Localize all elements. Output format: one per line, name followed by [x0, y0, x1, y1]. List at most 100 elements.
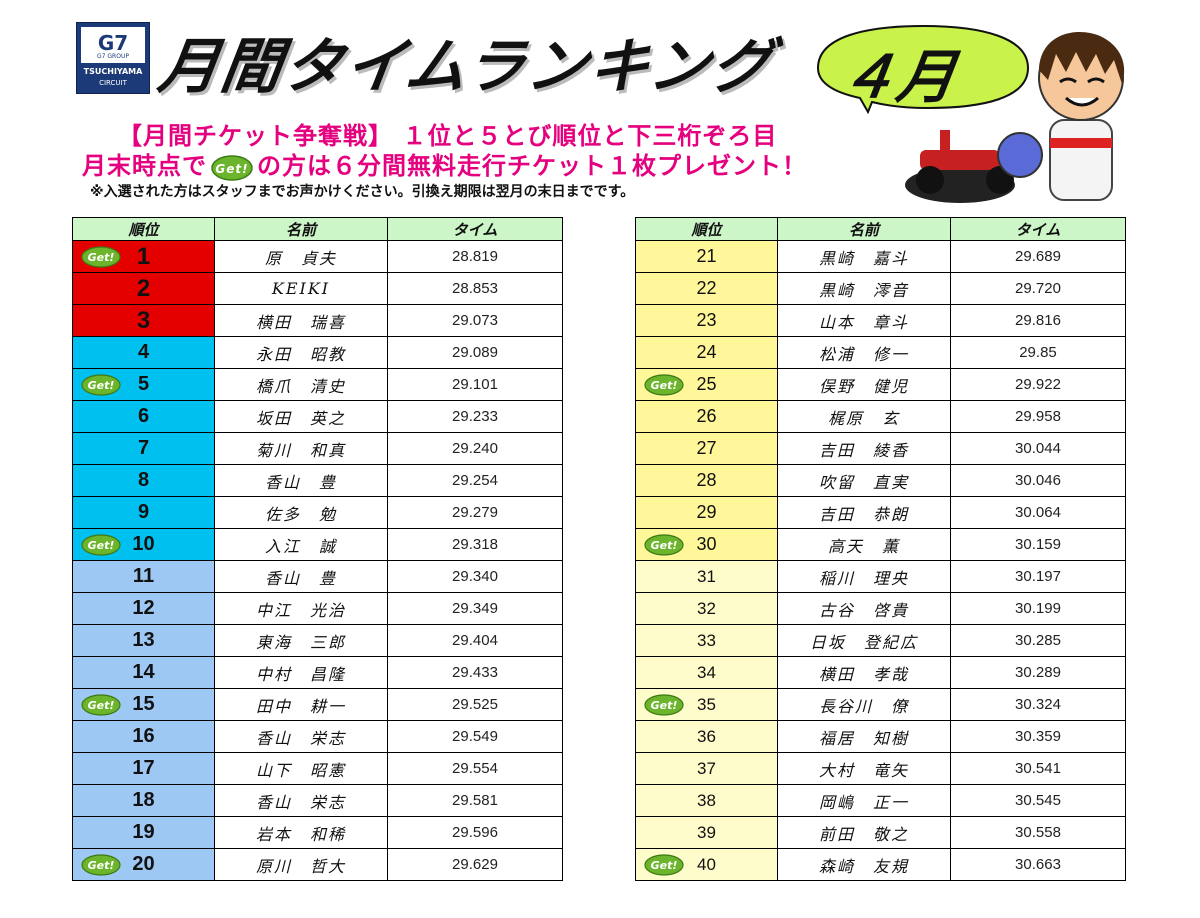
lap-time: 29.340	[387, 560, 563, 593]
lap-time: 29.101	[387, 368, 563, 401]
lap-time: 29.581	[387, 784, 563, 817]
lap-time: 30.359	[950, 720, 1126, 753]
rank-cell: 33	[635, 624, 778, 657]
table-row: 8 香山 豊 29.254	[72, 464, 563, 497]
lap-time: 29.433	[387, 656, 563, 689]
rank-number: 30	[696, 534, 717, 554]
rank-number: 24	[696, 342, 717, 362]
driver-name: 東海 三郎	[214, 624, 388, 657]
rank-number: 32	[697, 598, 716, 618]
announcement-line2-post: の方は６分間無料走行チケット１枚プレゼント！	[257, 151, 807, 180]
ranking-rows-left: Get! 1 原 貞夫 28.819 2 KEIKI 28.853 3 横田 瑞喜 29.073 4…	[72, 240, 563, 881]
table-row: 33 日坂 登紀広 30.285	[635, 624, 1126, 657]
table-row: 4 永田 昭教 29.089	[72, 336, 563, 369]
lap-time: 29.073	[387, 304, 563, 337]
announcement-line2: 月末時点で Get! の方は６分間無料走行チケット１枚プレゼント！	[82, 146, 807, 181]
get-badge-label: Get!	[88, 251, 115, 264]
lap-time: 29.349	[387, 592, 563, 625]
lap-time: 30.064	[950, 496, 1126, 529]
rank-number: 40	[697, 854, 716, 874]
rank-cell: 12	[72, 592, 215, 625]
driver-name: 中村 昌隆	[214, 656, 388, 689]
get-badge-icon: Get!	[81, 694, 121, 716]
rank-number: 4	[137, 341, 150, 363]
lap-time: 29.720	[950, 272, 1126, 305]
rank-number: 15	[132, 693, 155, 715]
rank-cell: 9	[72, 496, 215, 529]
table-row: 12 中江 光治 29.349	[72, 592, 563, 625]
header-name: 名前	[214, 217, 388, 241]
rank-cell: 22	[635, 272, 778, 305]
ranking-rows-right: 21 黒崎 嘉斗 29.689 22 黒崎 澪音 29.720 23 山本 章斗 29.816 2…	[635, 240, 1126, 881]
rank-cell: 6	[72, 400, 215, 433]
get-badge-label: Get!	[88, 699, 115, 712]
kart-driver-mascot-icon	[905, 32, 1125, 203]
rank-cell: Get! 1	[72, 240, 215, 273]
rank-cell: Get! 35	[635, 688, 778, 721]
rank-number: 1	[136, 242, 151, 270]
header-rank: 順位	[635, 217, 778, 241]
rank-number: 8	[137, 469, 150, 491]
rank-number: 7	[137, 437, 150, 459]
driver-name: 中江 光治	[214, 592, 388, 625]
lap-time: 29.85	[950, 336, 1126, 369]
driver-name: 香山 栄志	[214, 784, 388, 817]
get-badge-icon: Get!	[81, 246, 121, 268]
driver-name: 前田 敬之	[777, 816, 951, 849]
lap-time: 28.819	[387, 240, 563, 273]
rank-cell: Get! 5	[72, 368, 215, 401]
driver-name: KEIKI	[214, 272, 388, 305]
rank-cell: 8	[72, 464, 215, 497]
lap-time: 29.689	[950, 240, 1126, 273]
driver-name: 福居 知樹	[777, 720, 951, 753]
driver-name: 岡嶋 正一	[777, 784, 951, 817]
table-row: 32 古谷 啓貴 30.199	[635, 592, 1126, 625]
driver-name: 日坂 登紀広	[777, 624, 951, 657]
table-row: 13 東海 三郎 29.404	[72, 624, 563, 657]
lap-time: 30.199	[950, 592, 1126, 625]
rank-cell: 27	[635, 432, 778, 465]
rank-number: 2	[136, 274, 151, 302]
rank-number: 9	[137, 501, 150, 523]
lap-time: 29.089	[387, 336, 563, 369]
driver-name: 原 貞夫	[214, 240, 388, 273]
rank-cell: 4	[72, 336, 215, 369]
announcement-line1: 【月間チケット争奪戦】 １位と５とび順位と下三桁ぞろ目	[118, 121, 778, 150]
driver-name: 佐多 勉	[214, 496, 388, 529]
lap-time: 28.853	[387, 272, 563, 305]
rank-cell: 14	[72, 656, 215, 689]
get-badge-icon: Get!	[644, 374, 684, 396]
driver-name: 吉田 綾香	[777, 432, 951, 465]
rank-number: 23	[696, 310, 717, 330]
lap-time: 29.922	[950, 368, 1126, 401]
get-badge-label: Get!	[88, 539, 115, 552]
table-row: 28 吹留 直実 30.046	[635, 464, 1126, 497]
header-time: タイム	[387, 217, 563, 241]
rank-cell: 31	[635, 560, 778, 593]
driver-name: 吹留 直実	[777, 464, 951, 497]
rank-number: 28	[696, 470, 717, 490]
get-badge-icon: Get!	[81, 854, 121, 876]
table-row: 9 佐多 勉 29.279	[72, 496, 563, 529]
lap-time: 30.159	[950, 528, 1126, 561]
rank-number: 10	[132, 533, 155, 555]
rank-cell: Get! 15	[72, 688, 215, 721]
table-row: 7 菊川 和真 29.240	[72, 432, 563, 465]
table-row: 3 横田 瑞喜 29.073	[72, 304, 563, 337]
rank-cell: 18	[72, 784, 215, 817]
rank-number: 26	[696, 406, 717, 426]
table-row: 24 松浦 修一 29.85	[635, 336, 1126, 369]
speech-bubble	[816, 24, 1030, 114]
table-row: 6 坂田 英之 29.233	[72, 400, 563, 433]
announcement-line2-pre: 月末時点で	[82, 151, 207, 180]
table-row: Get! 35 長谷川 僚 30.324	[635, 688, 1126, 721]
rank-number: 29	[696, 502, 717, 522]
table-row: 23 山本 章斗 29.816	[635, 304, 1126, 337]
driver-name: 梶原 玄	[777, 400, 951, 433]
rank-cell: 3	[72, 304, 215, 337]
rank-cell: Get! 20	[72, 848, 215, 881]
table-row: Get! 30 高天 薫 30.159	[635, 528, 1126, 561]
lap-time: 29.554	[387, 752, 563, 785]
driver-name: 菊川 和真	[214, 432, 388, 465]
get-badge-label: Get!	[88, 379, 115, 392]
